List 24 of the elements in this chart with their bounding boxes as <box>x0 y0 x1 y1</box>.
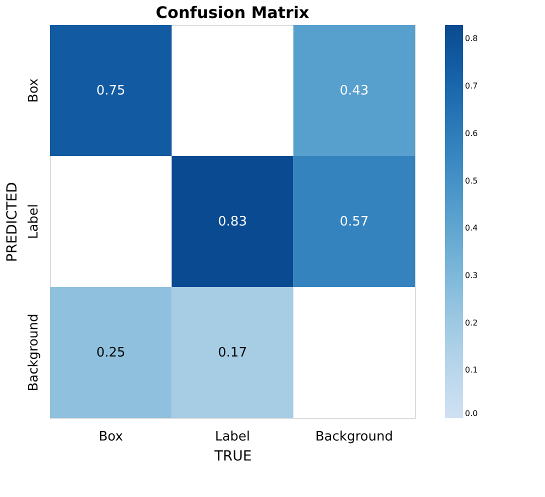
chart-title: Confusion Matrix <box>156 3 310 22</box>
y-tick-label: Background <box>26 314 42 392</box>
x-tick-label: Background <box>315 430 393 444</box>
color-bar-label: 0.1 <box>465 366 478 375</box>
x-axis-title: TRUE <box>213 448 252 464</box>
data-label: 0.57 <box>340 214 369 230</box>
y-tick-label: Box <box>26 78 42 103</box>
data-label: 0.43 <box>340 84 369 98</box>
data-label: 0.25 <box>96 346 126 360</box>
x-tick-label: Box <box>98 430 124 444</box>
color-bar-label: 0.4 <box>465 224 478 233</box>
color-bar-label: 0.3 <box>465 270 478 280</box>
y-tick-label: Label <box>26 204 42 240</box>
color-bar-label: 0.0 <box>465 409 478 418</box>
color-bar-label: 0.7 <box>465 82 478 91</box>
color-bar-label: 0.6 <box>465 128 478 138</box>
data-label: 0.83 <box>218 214 247 230</box>
x-tick-label: Label <box>214 430 250 444</box>
data-label: 0.17 <box>218 346 247 360</box>
color-bar-label: 0.2 <box>465 318 478 328</box>
data-label: 0.75 <box>96 84 126 98</box>
color-bar-label: 0.8 <box>465 34 478 44</box>
y-axis-title: PREDICTED <box>4 182 20 262</box>
color-bar-label: 0.5 <box>465 176 478 186</box>
